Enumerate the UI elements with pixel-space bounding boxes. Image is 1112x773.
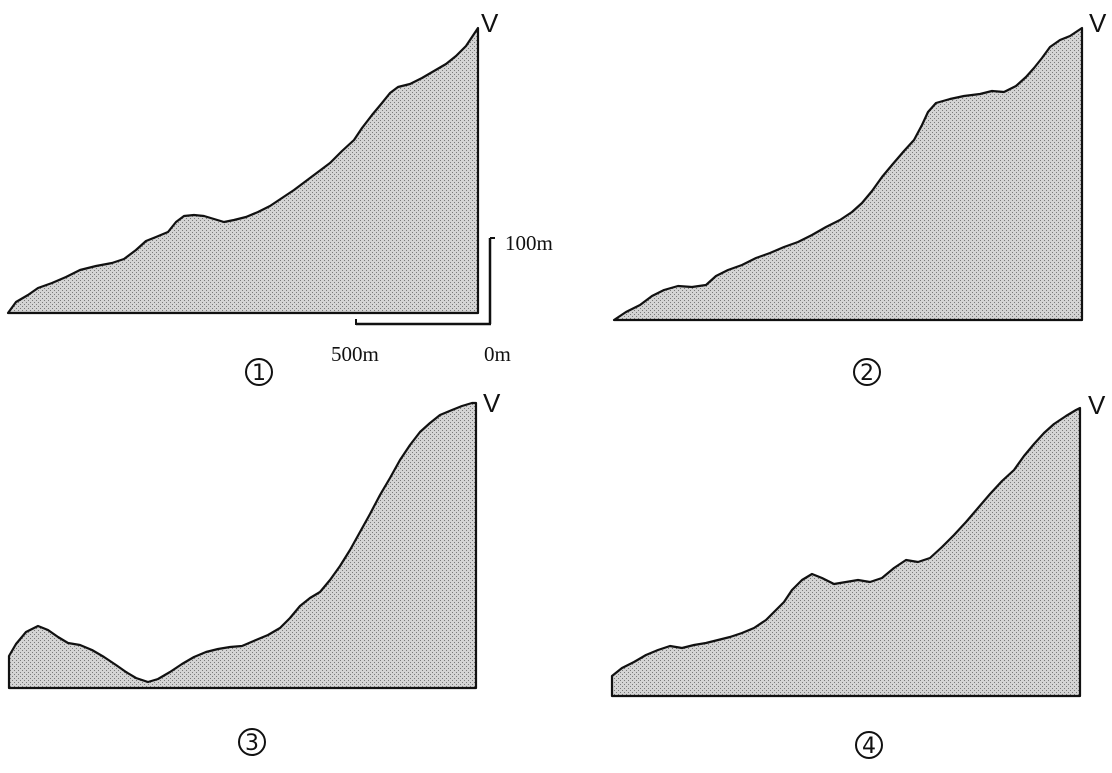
vertical-scale-label: 100m [505, 231, 553, 255]
profile-3-number: 3 [238, 728, 266, 756]
profile-1-number-text: 1 [252, 361, 266, 386]
profile-1-number: 1 [245, 358, 273, 386]
profile-2-terrain [612, 26, 1084, 322]
summit-label: V [1088, 390, 1106, 420]
summit-label: V [1089, 8, 1107, 38]
summit-label: V [481, 8, 499, 38]
profile-4: V 4 [610, 390, 1106, 759]
scale-bar: 100m 500m 0m [331, 231, 553, 366]
profile-2: V 2 [612, 8, 1107, 386]
profile-4-number: 4 [855, 731, 883, 759]
horizontal-scale-label: 500m [331, 342, 379, 366]
profile-1-terrain [6, 26, 480, 315]
profile-2-number-text: 2 [860, 361, 874, 386]
profile-2-number: 2 [853, 358, 881, 386]
summit-label: V [483, 388, 501, 418]
profile-3-terrain [7, 401, 478, 690]
profile-1: V 100m 500m 0m 1 [6, 8, 553, 386]
origin-scale-label: 0m [484, 342, 511, 366]
profile-3: V 3 [7, 388, 501, 756]
profile-4-number-text: 4 [862, 734, 876, 759]
profile-3-number-text: 3 [245, 731, 259, 756]
profile-4-terrain [610, 406, 1082, 698]
